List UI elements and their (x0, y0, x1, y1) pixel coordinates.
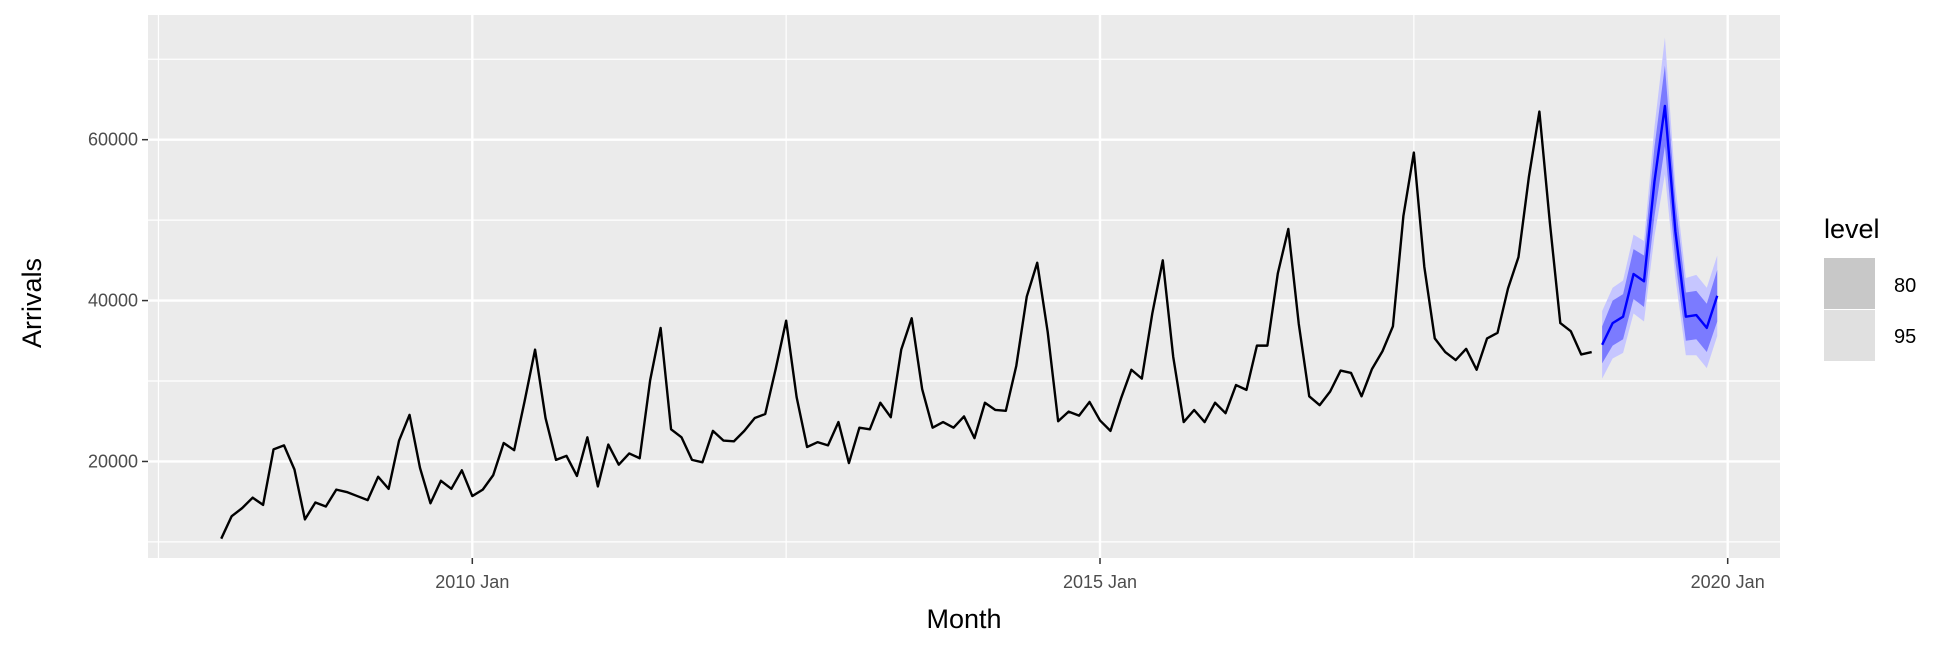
legend-title: level (1824, 214, 1880, 244)
legend-key-95 (1824, 310, 1875, 361)
legend-label-80: 80 (1894, 275, 1916, 297)
x-tick-label: 2020 Jan (1691, 572, 1765, 592)
y-tick-label: 60000 (88, 130, 138, 150)
legend-key-80 (1824, 258, 1875, 309)
x-tick-label: 2010 Jan (435, 572, 509, 592)
y-tick-label: 40000 (88, 291, 138, 311)
minor-gridlines (148, 15, 1780, 558)
legend: level 80 95 (1824, 214, 1916, 361)
y-axis-title: Arrivals (17, 258, 47, 348)
y-axis: 20000 40000 60000 (88, 130, 148, 471)
forecast-line (1601, 104, 1719, 346)
history-line (220, 110, 1592, 540)
x-axis: 2010 Jan 2015 Jan 2020 Jan (435, 558, 1765, 592)
plot-panel (148, 15, 1780, 558)
series-lines (220, 104, 1719, 540)
y-tick-label: 20000 (88, 451, 138, 471)
legend-label-95: 95 (1894, 326, 1916, 348)
x-tick-label: 2015 Jan (1063, 572, 1137, 592)
major-gridlines (148, 15, 1780, 558)
x-axis-title: Month (926, 604, 1001, 634)
